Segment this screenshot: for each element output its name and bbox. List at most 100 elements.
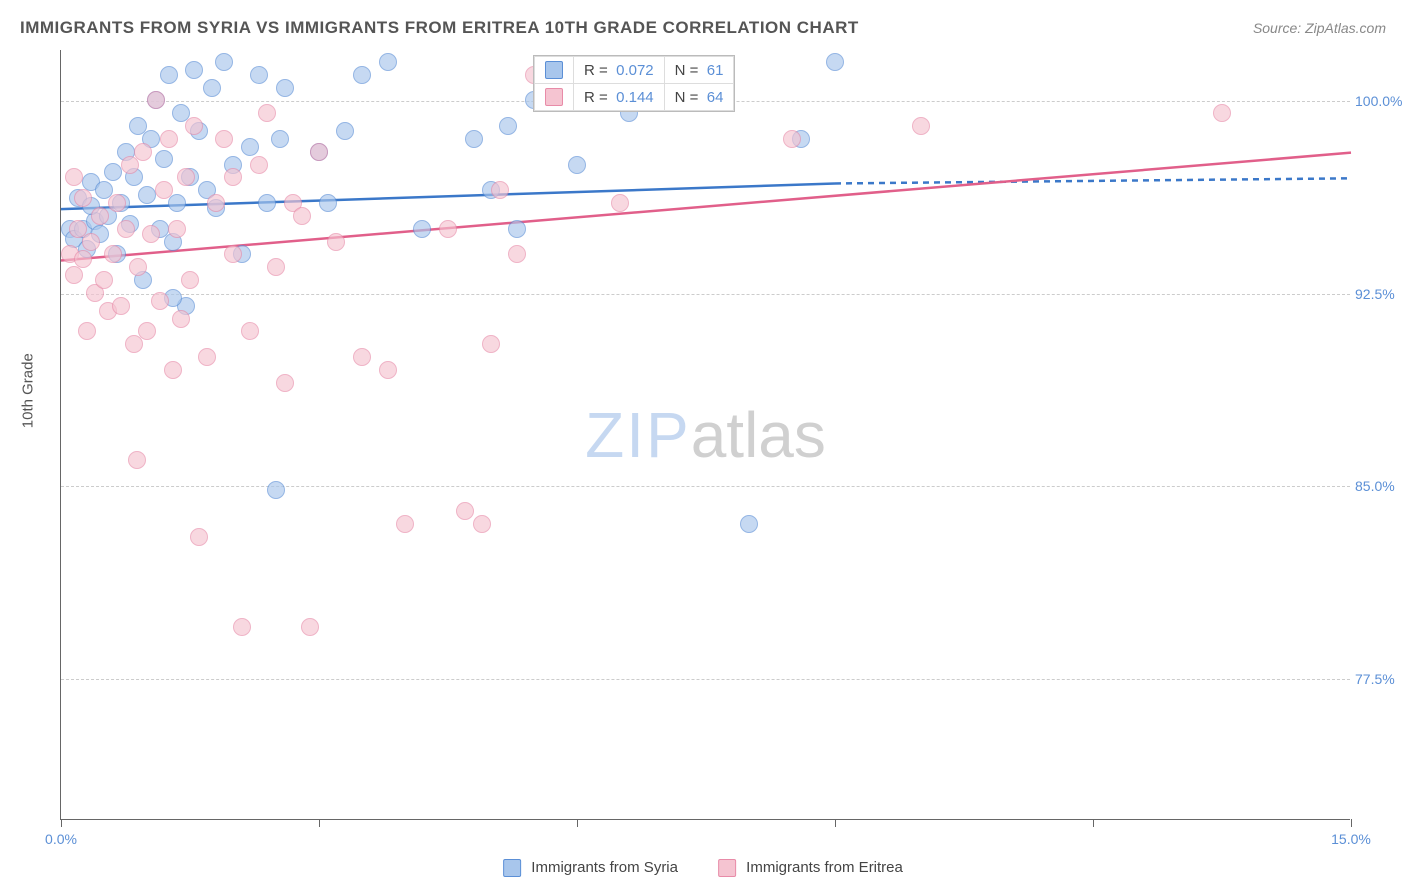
data-point: [168, 194, 186, 212]
data-point: [740, 515, 758, 533]
data-point: [267, 481, 285, 499]
data-point: [413, 220, 431, 238]
data-point: [276, 79, 294, 97]
data-point: [155, 181, 173, 199]
data-point: [1213, 104, 1231, 122]
title-bar: IMMIGRANTS FROM SYRIA VS IMMIGRANTS FROM…: [20, 18, 1386, 38]
data-point: [74, 189, 92, 207]
data-point: [203, 79, 221, 97]
xtick: [319, 819, 320, 827]
ytick-label: 77.5%: [1355, 671, 1405, 687]
data-point: [151, 292, 169, 310]
data-point: [128, 451, 146, 469]
data-point: [129, 258, 147, 276]
data-point: [190, 528, 208, 546]
xtick: [1351, 819, 1352, 827]
data-point: [826, 53, 844, 71]
data-point: [379, 361, 397, 379]
data-point: [198, 348, 216, 366]
source-label: Source: ZipAtlas.com: [1253, 20, 1386, 36]
data-point: [293, 207, 311, 225]
ytick-label: 100.0%: [1355, 93, 1405, 109]
data-point: [327, 233, 345, 251]
data-point: [465, 130, 483, 148]
ytick-label: 92.5%: [1355, 286, 1405, 302]
data-point: [74, 250, 92, 268]
gridline: [61, 679, 1350, 680]
data-point: [396, 515, 414, 533]
data-point: [172, 310, 190, 328]
legend-top: R = 0.072N = 61R = 0.144N = 64: [533, 55, 735, 112]
data-point: [508, 220, 526, 238]
data-point: [185, 117, 203, 135]
data-point: [258, 194, 276, 212]
data-point: [353, 348, 371, 366]
ytick-label: 85.0%: [1355, 478, 1405, 494]
data-point: [65, 168, 83, 186]
data-point: [185, 61, 203, 79]
data-point: [258, 104, 276, 122]
data-point: [482, 335, 500, 353]
data-point: [108, 194, 126, 212]
data-point: [95, 271, 113, 289]
data-point: [78, 322, 96, 340]
xtick: [835, 819, 836, 827]
data-point: [134, 143, 152, 161]
data-point: [181, 271, 199, 289]
data-point: [233, 618, 251, 636]
xtick: [577, 819, 578, 827]
data-point: [65, 266, 83, 284]
data-point: [310, 143, 328, 161]
data-point: [491, 181, 509, 199]
data-point: [104, 245, 122, 263]
swatch-eritrea: [718, 859, 736, 877]
watermark: ZIPatlas: [585, 398, 826, 472]
xtick-label: 0.0%: [45, 831, 77, 847]
data-point: [138, 322, 156, 340]
data-point: [138, 186, 156, 204]
y-axis-label: 10th Grade: [20, 353, 37, 428]
xtick: [1093, 819, 1094, 827]
data-point: [164, 361, 182, 379]
data-point: [336, 122, 354, 140]
data-point: [276, 374, 294, 392]
data-point: [568, 156, 586, 174]
data-point: [207, 194, 225, 212]
data-point: [250, 156, 268, 174]
xtick: [61, 819, 62, 827]
data-point: [117, 220, 135, 238]
gridline: [61, 294, 1350, 295]
data-point: [271, 130, 289, 148]
data-point: [250, 66, 268, 84]
data-point: [91, 207, 109, 225]
plot-area: ZIPatlas 77.5%85.0%92.5%100.0%0.0%15.0%: [60, 50, 1350, 820]
legend-bottom: Immigrants from Syria Immigrants from Er…: [503, 859, 903, 877]
data-point: [611, 194, 629, 212]
data-point: [241, 322, 259, 340]
data-point: [147, 91, 165, 109]
data-point: [508, 245, 526, 263]
data-point: [112, 297, 130, 315]
data-point: [319, 194, 337, 212]
data-point: [142, 225, 160, 243]
swatch-syria: [503, 859, 521, 877]
data-point: [104, 163, 122, 181]
data-point: [241, 138, 259, 156]
legend-item-syria: Immigrants from Syria: [503, 859, 678, 877]
data-point: [267, 258, 285, 276]
data-point: [379, 53, 397, 71]
data-point: [456, 502, 474, 520]
chart-title: IMMIGRANTS FROM SYRIA VS IMMIGRANTS FROM…: [20, 18, 859, 38]
data-point: [353, 66, 371, 84]
data-point: [177, 168, 195, 186]
data-point: [160, 66, 178, 84]
legend-item-eritrea: Immigrants from Eritrea: [718, 859, 903, 877]
data-point: [82, 233, 100, 251]
data-point: [215, 130, 233, 148]
data-point: [215, 53, 233, 71]
gridline: [61, 486, 1350, 487]
data-point: [224, 168, 242, 186]
data-point: [155, 150, 173, 168]
data-point: [168, 220, 186, 238]
data-point: [160, 130, 178, 148]
